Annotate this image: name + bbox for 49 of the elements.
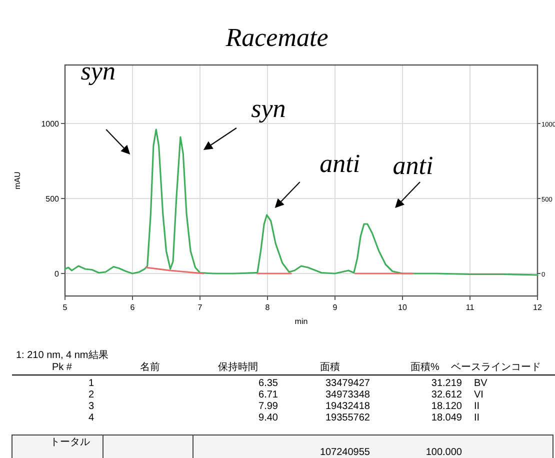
text: 32.612 [431, 390, 462, 400]
y-tick-label: 1000 [41, 120, 60, 128]
line-series [64, 128, 538, 276]
text: 1: 210 nm, 4 nm結果 [16, 350, 108, 361]
text: 19432418 [326, 401, 370, 412]
text: 4 [88, 412, 94, 424]
text: 31.219 [431, 378, 462, 389]
x-tick-label: 7 [198, 303, 203, 312]
annotation: syn [251, 94, 286, 123]
text: 107240955 [320, 447, 370, 458]
text: 100.000 [426, 447, 462, 458]
text: トータル [50, 437, 90, 448]
y-axis-title: mAU [13, 171, 22, 190]
text: 2 [88, 390, 94, 400]
y-tick-label: 500 [46, 194, 60, 204]
text: ベースラインコード [451, 362, 541, 373]
text: 保持時間 [218, 361, 258, 373]
text: 面積% [410, 361, 440, 373]
x-axis-title: min [294, 317, 308, 326]
text: 6.35 [258, 378, 278, 389]
annotation: syn [80, 56, 116, 86]
y-tick-label: 0 [54, 270, 60, 278]
text: 18.049 [431, 412, 462, 424]
x-tick-label: 11 [466, 303, 475, 312]
text: II [474, 401, 480, 412]
text: VI [474, 390, 484, 400]
text: II [474, 412, 480, 424]
x-tick-label: 9 [332, 303, 338, 312]
annotation: anti [392, 151, 434, 180]
text: 6.71 [258, 390, 278, 400]
text: 3 [88, 401, 94, 412]
text: 名前 [140, 361, 160, 373]
text: 19355762 [326, 412, 370, 424]
text: 33479427 [326, 378, 370, 389]
text: 1 [88, 378, 94, 389]
text: 7.99 [258, 401, 278, 412]
annotation: anti [320, 149, 360, 178]
text: 面積 [320, 361, 340, 373]
x-tick-label: 5 [62, 303, 68, 312]
x-tick-label: 10 [398, 303, 408, 312]
text: Pk # [52, 362, 72, 373]
chart-title: Racemate [224, 23, 328, 52]
x-tick-label: 6 [130, 303, 136, 312]
x-tick-label: 8 [265, 303, 270, 312]
text: 18.120 [431, 401, 462, 412]
text: 9.40 [258, 412, 278, 424]
x-tick-label: 12 [533, 303, 542, 312]
text: 34973348 [326, 390, 370, 400]
text: BV [474, 378, 488, 389]
